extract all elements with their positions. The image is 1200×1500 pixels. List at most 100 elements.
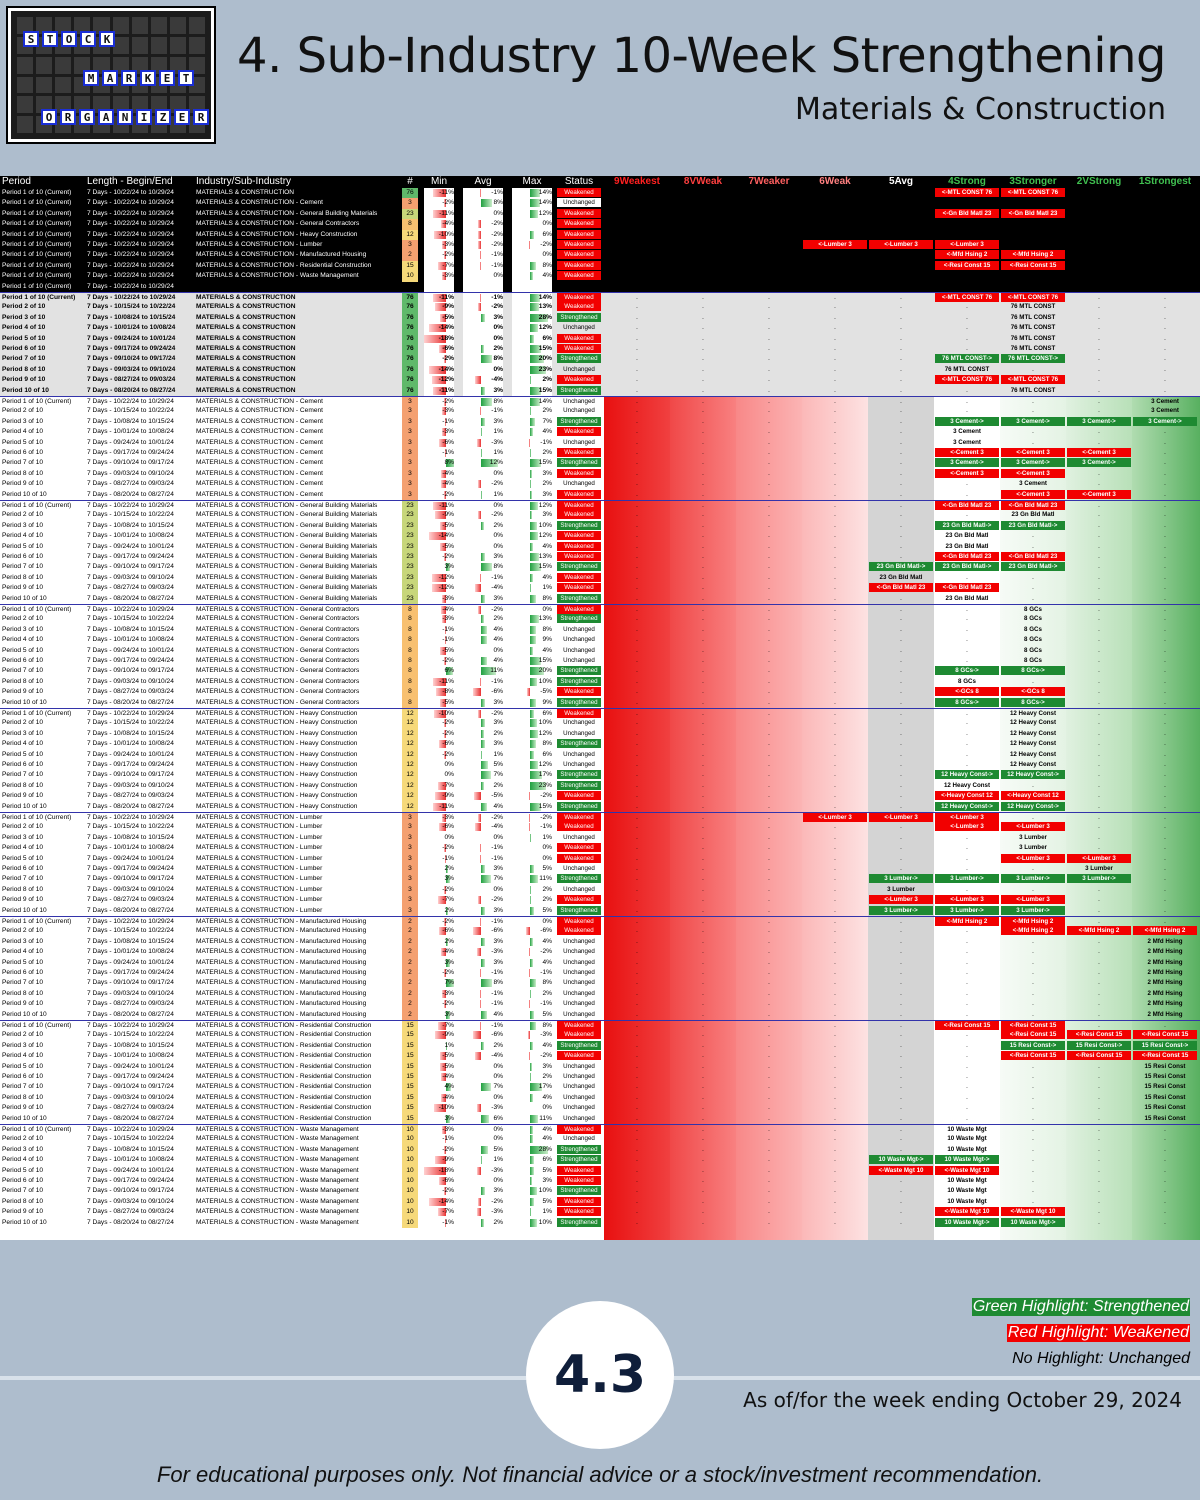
cell-bucket: <-Lumber 3 xyxy=(1066,853,1132,864)
cell-avg: 4% xyxy=(463,624,503,636)
cell-max-bar xyxy=(529,438,530,447)
cell-industry: MATERIALS & CONSTRUCTION - Cement xyxy=(196,490,324,498)
cell-length: 7 Days - 10/22/24 to 10/29/24 xyxy=(87,209,174,217)
cell-count: 3 xyxy=(402,853,418,864)
cell-bucket: . xyxy=(604,344,670,354)
cell-bucket: 8 GCs xyxy=(1000,605,1066,614)
bucket-entry: 2 Mfd Hsing xyxy=(1147,948,1183,956)
cell-industry: MATERIALS & CONSTRUCTION - General Contr… xyxy=(196,615,360,623)
cell-bucket: . xyxy=(736,813,802,822)
cell-avg: 3% xyxy=(463,864,503,875)
bucket-empty-dot: . xyxy=(834,1177,836,1184)
cell-bucket: 76 MTL CONST xyxy=(1000,334,1066,344)
cell-bucket: . xyxy=(604,791,670,801)
cell-bucket: . xyxy=(868,1125,934,1134)
cell-max-value: 2% xyxy=(542,896,552,904)
logo-letter: O xyxy=(41,109,57,125)
cell-max-value: 13% xyxy=(538,303,552,311)
cell-max-value: 10% xyxy=(538,719,552,727)
cell-min-bar xyxy=(440,646,446,655)
cell-bucket: . xyxy=(670,646,736,656)
table-row: Period 10 of 10 7 Days - 08/20/24 to 08/2… xyxy=(0,489,1200,500)
cell-period: Period 10 of 10 xyxy=(2,906,47,914)
cell-min: -5% xyxy=(424,1061,454,1072)
cell-bucket: . xyxy=(670,1186,736,1196)
cell-avg: -1% xyxy=(463,293,503,303)
cell-length: 7 Days - 10/01/24 to 10/08/24 xyxy=(87,324,176,332)
cell-bucket: . xyxy=(736,230,802,240)
bucket-empty-dot: . xyxy=(1098,313,1100,321)
bucket-empty-dot: . xyxy=(636,1126,638,1133)
bucket-empty-dot: . xyxy=(834,958,836,966)
bucket-empty-dot: . xyxy=(702,459,704,467)
cell-bucket: 76 MTL CONST xyxy=(1000,313,1066,323)
bucket-empty-dot: . xyxy=(702,989,704,997)
cell-bucket: . xyxy=(1000,1176,1066,1186)
cell-max-bar xyxy=(530,1114,538,1123)
cell-bucket: . xyxy=(736,874,802,884)
cell-min-value: -2% xyxy=(442,355,454,363)
cell-max-value: 10% xyxy=(538,521,552,529)
bucket-empty-dot: . xyxy=(834,355,836,363)
cell-avg: -3% xyxy=(463,947,503,958)
cell-bucket: . xyxy=(868,833,934,843)
cell-bucket: . xyxy=(1066,999,1132,1009)
cell-min-value: -1% xyxy=(442,1135,454,1143)
bucket-empty-dot: . xyxy=(1164,563,1166,571)
cell-bucket: . xyxy=(1000,594,1066,604)
cell-avg: -2% xyxy=(463,240,503,251)
bucket-empty-dot: . xyxy=(834,927,836,935)
cell-max: 2% xyxy=(512,895,552,906)
cell-max-value: 3% xyxy=(542,469,552,477)
cell-period: Period 6 of 10 xyxy=(2,761,44,768)
logo-letter: O xyxy=(61,31,77,47)
bucket-empty-dot: . xyxy=(702,698,704,706)
bucket-empty-dot: . xyxy=(900,625,902,633)
cell-bucket: . xyxy=(1132,334,1198,344)
bucket-empty-dot: . xyxy=(1164,1166,1166,1174)
table-row: Period 7 of 10 7 Days - 09/10/24 to 09/17… xyxy=(0,354,1200,365)
cell-bucket: . xyxy=(1066,293,1132,302)
bucket-empty-dot: . xyxy=(1098,1218,1100,1226)
cell-avg: 3% xyxy=(463,718,503,729)
cell-avg-bar xyxy=(481,355,493,364)
cell-min: 4% xyxy=(424,1082,454,1093)
cell-bucket: . xyxy=(1000,1145,1066,1155)
cell-bucket: . xyxy=(670,999,736,1009)
bucket-empty-dot: . xyxy=(900,303,902,311)
cell-count: 12 xyxy=(402,770,418,781)
bucket-empty-dot: . xyxy=(702,324,704,332)
cell-industry: MATERIALS & CONSTRUCTION - Waste Managem… xyxy=(196,272,359,280)
status-badge: Weakened xyxy=(557,926,601,936)
cell-max-value: 0% xyxy=(542,251,552,259)
cell-bucket: . xyxy=(604,365,670,375)
cell-min-value: -4% xyxy=(442,1073,454,1080)
cell-avg-bar xyxy=(481,1145,488,1154)
cell-max-bar xyxy=(530,376,532,385)
cell-bucket: . xyxy=(934,1051,1000,1061)
cell-length: 7 Days - 10/22/24 to 10/29/24 xyxy=(87,272,174,280)
bucket-entry: 3 Cement xyxy=(1151,398,1179,405)
cell-bucket: . xyxy=(802,479,868,489)
cell-period: Period 1 of 10 (Current) xyxy=(2,918,72,925)
cell-min: -4% xyxy=(424,219,454,230)
bucket-empty-dot: . xyxy=(1098,553,1100,560)
bucket-empty-dot: . xyxy=(834,563,836,571)
bucket-empty-dot: . xyxy=(834,386,836,394)
bucket-entry: <-MTL CONST 76 xyxy=(1001,375,1065,385)
bucket-empty-dot: . xyxy=(768,989,770,997)
cell-bucket: . xyxy=(1132,614,1198,624)
cell-max-value: 3% xyxy=(542,490,552,498)
cell-avg-value: 3% xyxy=(493,937,503,945)
cell-bucket: <-Waste Mgt 10 xyxy=(868,1165,934,1176)
cell-bucket: . xyxy=(802,469,868,479)
bucket-empty-dot: . xyxy=(834,969,836,976)
cell-avg-value: 7% xyxy=(493,771,503,779)
bucket-empty-dot: . xyxy=(768,376,770,384)
cell-bucket: . xyxy=(1066,791,1132,801)
cell-min-bar xyxy=(443,1000,446,1009)
col-bucket-7: 7Weaker xyxy=(748,176,790,187)
bucket-empty-dot: . xyxy=(702,906,704,914)
cell-period: Period 1 of 10 (Current) xyxy=(2,1022,72,1029)
bucket-empty-dot: . xyxy=(834,438,836,446)
